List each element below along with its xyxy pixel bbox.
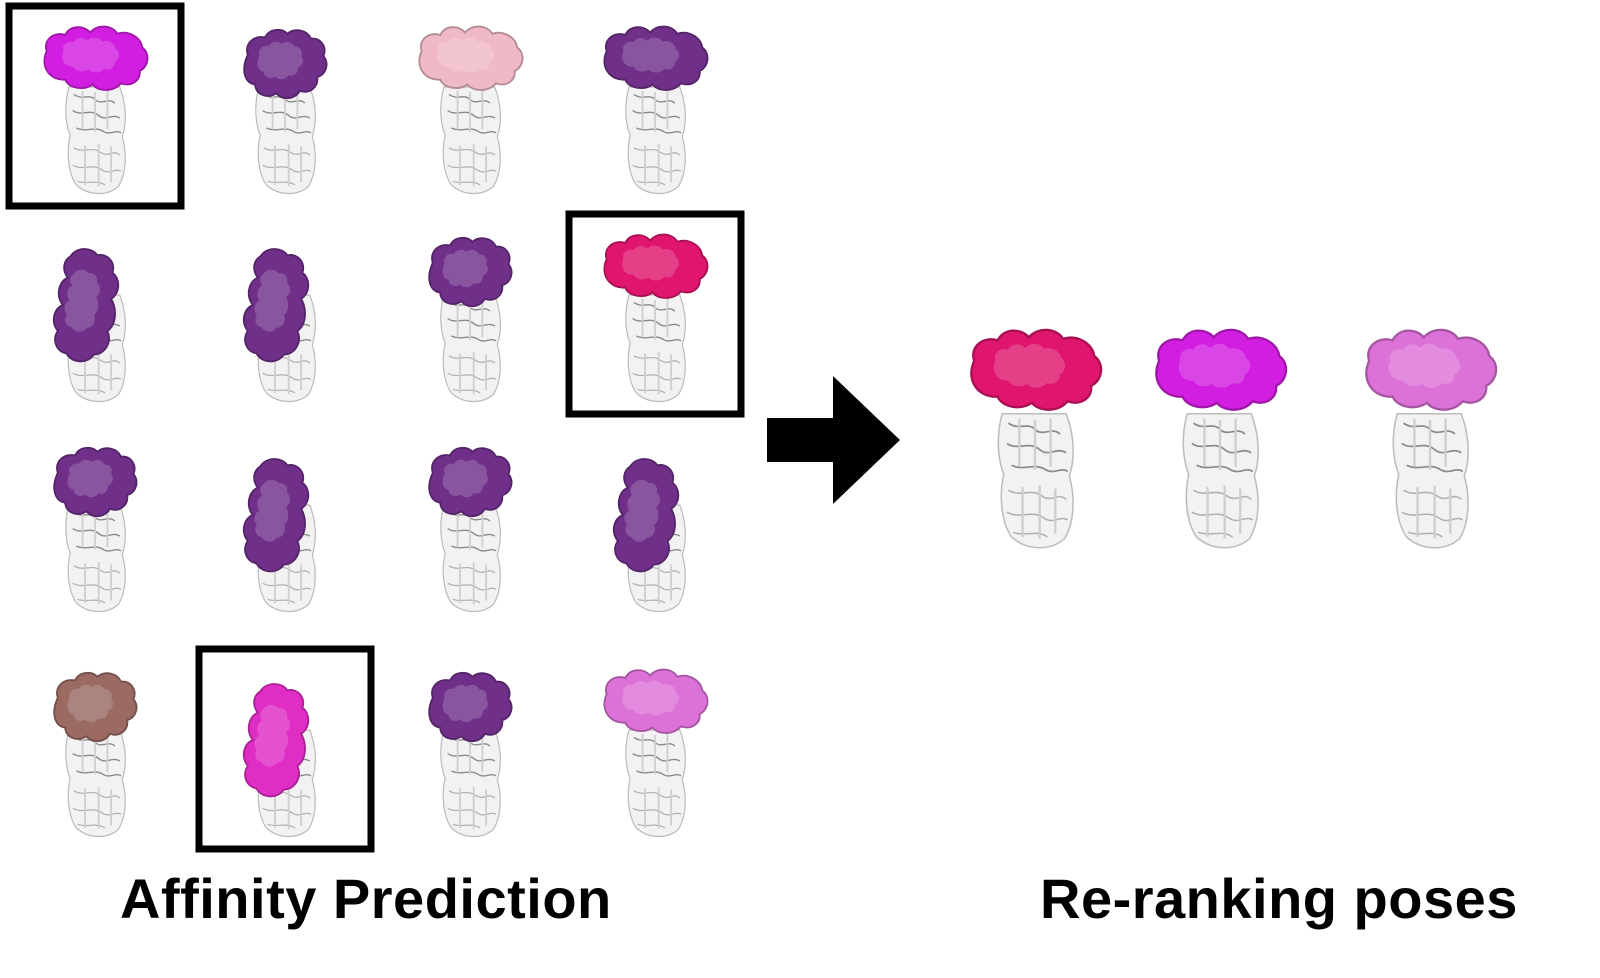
pose-panel — [243, 28, 328, 195]
arrow-icon — [767, 376, 900, 504]
receptor-structure — [624, 294, 687, 403]
highlight-box — [195, 645, 375, 853]
pose-panel — [242, 683, 317, 838]
receptor-structure — [439, 504, 502, 613]
receptor-structure — [254, 86, 317, 195]
pose-panel — [428, 236, 513, 403]
receptor-structure — [1182, 412, 1260, 549]
ranked-pose-panel — [970, 328, 1103, 549]
receptor-structure — [64, 504, 127, 613]
pose-panel — [603, 668, 709, 838]
ranked-pose-panel — [1365, 328, 1498, 549]
highlight-box — [5, 2, 185, 210]
ranked-pose-panel — [1155, 328, 1288, 549]
receptor-structure — [997, 412, 1075, 549]
receptor-structure — [624, 86, 687, 195]
highlight-box — [565, 210, 745, 418]
receptor-structure — [439, 294, 502, 403]
pose-panel — [53, 671, 138, 838]
pose-panel — [603, 233, 709, 403]
re-ranking-poses-caption: Re-ranking poses — [1040, 867, 1518, 930]
pose-panel — [52, 248, 127, 403]
affinity-prediction-grid — [5, 2, 745, 853]
pose-panel — [428, 446, 513, 613]
receptor-structure — [439, 729, 502, 838]
pose-panel — [242, 458, 317, 613]
pose-panel — [43, 25, 149, 195]
pose-panel — [53, 446, 138, 613]
receptor-structure — [1392, 412, 1470, 549]
pose-panel — [603, 25, 709, 195]
re-ranked-poses — [970, 328, 1498, 549]
receptor-structure — [439, 86, 502, 195]
pose-panel — [428, 671, 513, 838]
pose-panel — [242, 248, 317, 403]
affinity-prediction-caption: Affinity Prediction — [120, 867, 612, 930]
receptor-structure — [64, 729, 127, 838]
receptor-structure — [64, 86, 127, 195]
receptor-structure — [624, 729, 687, 838]
pose-panel — [418, 25, 524, 195]
pose-panel — [612, 458, 687, 613]
